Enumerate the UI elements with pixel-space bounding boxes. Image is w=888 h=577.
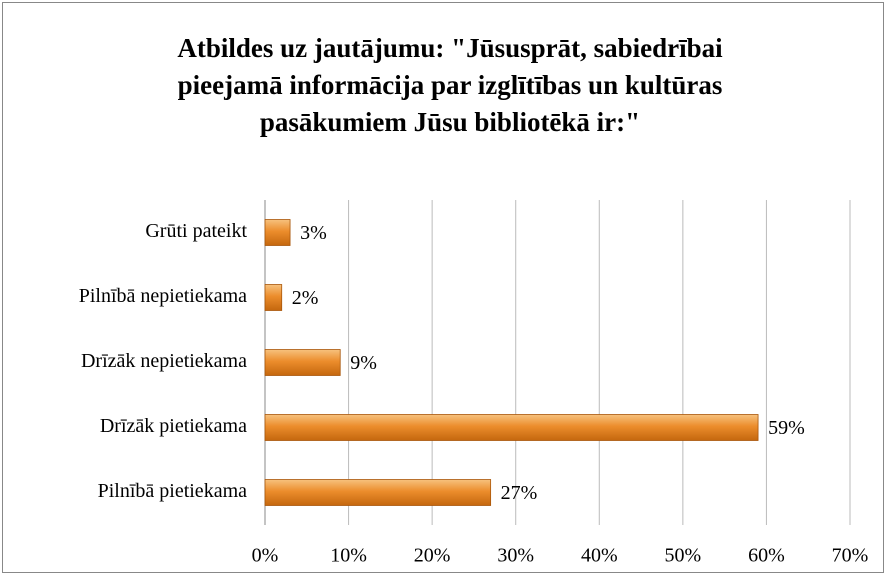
y-tick-label: Drīzāk pietiekama	[100, 415, 247, 437]
bar	[264, 349, 341, 376]
x-tick-label: 50%	[665, 545, 702, 567]
x-tick-label: 10%	[330, 545, 367, 567]
x-tick-label: 0%	[252, 545, 279, 567]
y-tick-label: Drīzāk nepietiekama	[81, 350, 247, 372]
data-label: 27%	[501, 482, 538, 504]
bar	[264, 284, 283, 311]
data-label: 9%	[350, 352, 377, 374]
x-tick-label: 60%	[748, 545, 785, 567]
bar	[264, 219, 291, 246]
data-label: 2%	[292, 287, 319, 309]
bar	[264, 479, 492, 506]
y-tick-label: Pilnībā pietiekama	[98, 480, 248, 502]
x-tick-label: 20%	[414, 545, 451, 567]
y-tick-label: Grūti pateikt	[145, 220, 247, 242]
x-tick-label: 40%	[581, 545, 618, 567]
chart-title: Atbildes uz jautājumu: "Jūsusprāt, sabie…	[177, 33, 723, 137]
data-label: 59%	[768, 417, 805, 439]
data-label: 3%	[300, 222, 327, 244]
x-tick-label: 70%	[832, 545, 869, 567]
x-tick-label: 30%	[497, 545, 534, 567]
bar	[264, 414, 759, 441]
y-tick-label: Pilnībā nepietiekama	[79, 285, 247, 307]
